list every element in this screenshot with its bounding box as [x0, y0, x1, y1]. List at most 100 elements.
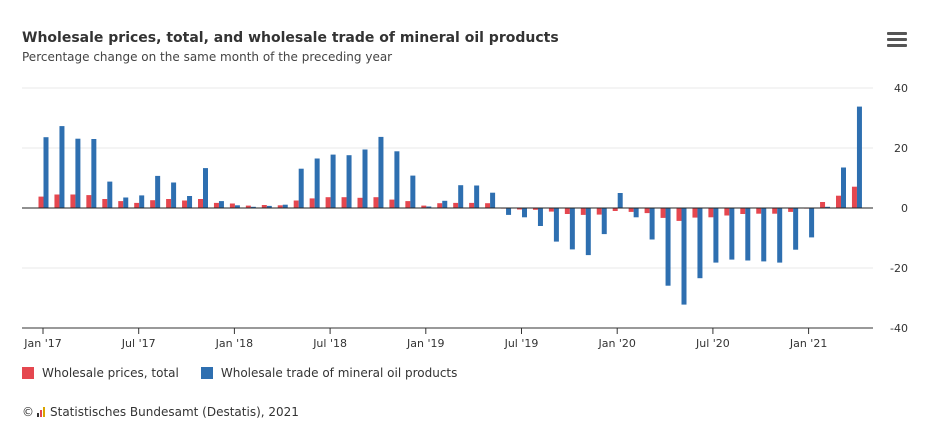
bar-mineral-oil	[649, 208, 655, 240]
bar-total	[596, 208, 602, 215]
bar-total	[548, 208, 554, 212]
bar-mineral-oil	[665, 208, 671, 286]
bar-total	[660, 208, 666, 218]
bar-total	[405, 201, 411, 208]
bar-mineral-oil	[681, 208, 687, 305]
bar-mineral-oil	[187, 196, 193, 208]
bar-total	[341, 197, 347, 208]
x-tick-label: Jul '20	[695, 337, 730, 350]
bar-total	[357, 197, 363, 208]
x-tick-label: Jan '19	[406, 337, 444, 350]
bar-total	[389, 199, 395, 208]
bar-total	[612, 208, 618, 211]
bar-total	[437, 203, 443, 208]
bar-total	[38, 196, 44, 208]
chart-menu-icon[interactable]	[887, 32, 907, 48]
bar-total	[469, 202, 475, 208]
legend-swatch-mineral-oil	[200, 367, 213, 379]
bar-mineral-oil	[553, 208, 559, 242]
menu-bar	[887, 32, 907, 35]
bar-total	[54, 194, 60, 208]
x-tick-label: Jan '21	[789, 337, 827, 350]
bar-mineral-oil	[394, 151, 400, 208]
bar-mineral-oil	[155, 175, 161, 208]
bar-mineral-oil	[601, 208, 607, 235]
legend-item-total[interactable]: Wholesale prices, total	[22, 366, 179, 380]
bar-mineral-oil	[729, 208, 735, 260]
bar-mineral-oil	[330, 154, 336, 208]
bar-total	[70, 194, 76, 208]
bar-total	[851, 186, 857, 208]
bar-total	[580, 208, 586, 215]
bar-total	[229, 203, 235, 208]
bar-total	[756, 208, 762, 214]
destatis-logo-icon	[37, 407, 46, 417]
bar-mineral-oil	[809, 208, 815, 238]
bar-total	[772, 208, 778, 214]
bar-total	[644, 208, 650, 214]
bar-total	[325, 197, 331, 208]
bar-mineral-oil	[218, 201, 224, 208]
menu-bar	[887, 38, 907, 41]
y-tick-label: 0	[901, 202, 908, 215]
bar-mineral-oil	[75, 138, 81, 208]
bar-mineral-oil	[139, 195, 145, 208]
chart-subtitle: Percentage change on the same month of t…	[22, 50, 393, 64]
x-tick-label: Jan '18	[215, 337, 253, 350]
bar-mineral-oil	[298, 168, 304, 208]
x-tick-label: Jul '19	[504, 337, 539, 350]
bar-mineral-oil	[378, 136, 384, 208]
bar-total	[485, 203, 491, 208]
copyright-symbol: ©	[22, 405, 34, 419]
bar-total	[261, 205, 267, 208]
bar-mineral-oil	[697, 208, 703, 279]
bar-mineral-oil	[777, 208, 783, 263]
bar-mineral-oil	[856, 106, 862, 208]
bar-mineral-oil	[474, 185, 480, 208]
bar-mineral-oil	[426, 206, 432, 208]
bar-total	[182, 200, 188, 208]
bar-total	[118, 201, 124, 208]
y-tick-label: -20	[890, 262, 908, 275]
bar-total	[788, 208, 794, 212]
bar-total	[134, 202, 140, 208]
bar-total	[373, 197, 379, 208]
y-tick-label: 20	[894, 142, 908, 155]
bar-mineral-oil	[123, 197, 129, 208]
y-tick-label: 40	[894, 82, 908, 95]
bar-mineral-oil	[585, 208, 591, 256]
credit: © Statistisches Bundesamt (Destatis), 20…	[22, 405, 299, 419]
bars	[38, 106, 862, 305]
bar-mineral-oil	[506, 208, 512, 215]
x-tick-label: Jan '20	[597, 337, 635, 350]
bar-mineral-oil	[745, 208, 751, 261]
legend-label-total: Wholesale prices, total	[42, 366, 179, 380]
axes: -40 -20 0 20 40 Jan '17 Jul '17 Jan '18 Jul '18 J…	[22, 82, 908, 350]
bar-total	[676, 208, 682, 221]
bar-mineral-oil	[522, 208, 527, 218]
bar-mineral-oil	[410, 175, 416, 208]
bar-total	[692, 208, 698, 218]
bar-total	[517, 208, 522, 210]
bar-total	[421, 205, 427, 208]
legend-item-mineral-oil[interactable]: Wholesale trade of mineral oil products	[200, 366, 457, 380]
bar-mineral-oil	[633, 208, 639, 218]
bar-mineral-oil	[59, 126, 65, 208]
bar-mineral-oil	[250, 206, 256, 208]
bar-mineral-oil	[537, 208, 543, 226]
bar-total	[166, 199, 172, 208]
bar-mineral-oil	[234, 205, 240, 208]
bar-total	[245, 205, 251, 208]
bar-total	[150, 200, 156, 208]
bar-mineral-oil	[43, 137, 49, 208]
bar-mineral-oil	[490, 192, 496, 208]
bar-total	[102, 199, 108, 208]
legend: Wholesale prices, total Wholesale trade …	[22, 366, 479, 380]
legend-swatch-total	[22, 367, 34, 379]
bar-mineral-oil	[713, 208, 719, 263]
bar-mineral-oil	[841, 167, 846, 208]
bar-mineral-oil	[171, 182, 177, 208]
menu-bar	[887, 44, 907, 47]
bar-mineral-oil	[203, 168, 208, 208]
